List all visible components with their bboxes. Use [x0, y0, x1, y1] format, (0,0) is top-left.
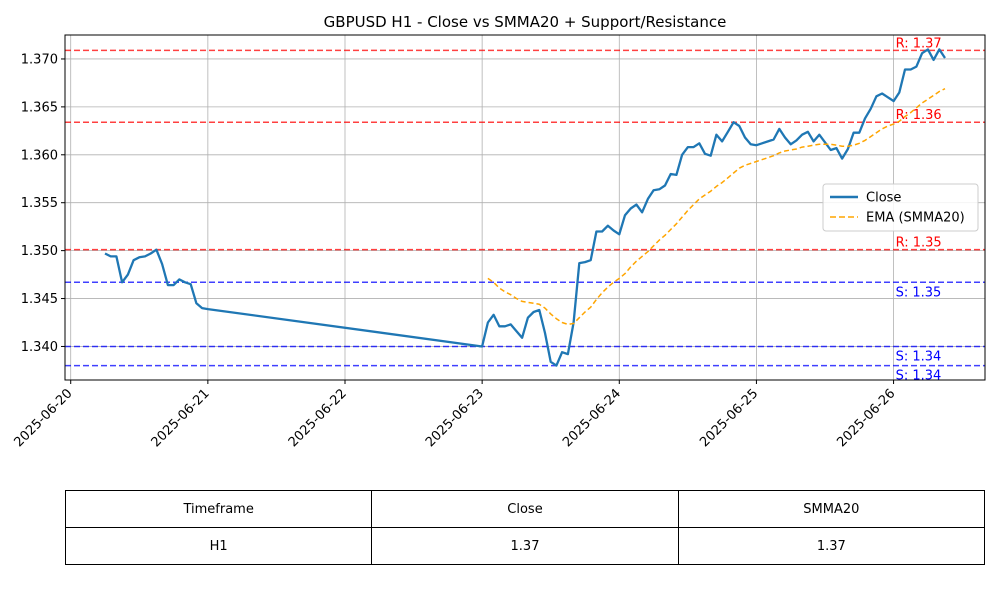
- x-tick-label: 2025-06-20: [12, 386, 76, 450]
- cell-close: 1.37: [371, 527, 679, 565]
- y-tick-label: 1.345: [21, 292, 58, 307]
- plot-frame: [64, 34, 986, 381]
- resistance-label: R: 1.37: [896, 36, 942, 51]
- series-lines: [104, 48, 946, 367]
- y-tick-label: 1.355: [21, 196, 58, 211]
- header-close: Close: [371, 490, 679, 528]
- cell-timeframe: H1: [64, 527, 373, 565]
- support-label: S: 1.34: [896, 349, 942, 364]
- x-tick-label: 2025-06-23: [423, 386, 487, 450]
- table-header-row: Timeframe Close SMMA20: [64, 490, 986, 528]
- x-tick-label: 2025-06-21: [149, 386, 213, 450]
- support-label: S: 1.35: [896, 285, 942, 300]
- legend: Close EMA (SMMA20): [822, 183, 979, 232]
- level-labels: R: 1.37 R: 1.36 R: 1.35 S: 1.35 S: 1.34 S: 1.…: [896, 36, 942, 383]
- y-tick-label: 1.360: [21, 148, 58, 163]
- ema-series-line: [487, 88, 946, 326]
- price-chart: GBPUSD H1 - Close vs SMMA20 + Support/Re…: [12, 13, 986, 450]
- y-tick-label: 1.350: [21, 244, 58, 259]
- chart-title: GBPUSD H1 - Close vs SMMA20 + Support/Re…: [324, 13, 727, 31]
- y-tick-label: 1.340: [21, 340, 58, 355]
- resistance-label: R: 1.36: [896, 108, 942, 123]
- y-tick-label: 1.365: [21, 100, 58, 115]
- resistance-label: R: 1.35: [896, 236, 942, 251]
- grid: [65, 35, 985, 380]
- legend-box: [822, 183, 979, 232]
- header-smma20: SMMA20: [677, 490, 986, 528]
- header-timeframe: Timeframe: [64, 490, 373, 528]
- cell-smma20: 1.37: [677, 527, 986, 565]
- table-row: H1 1.37 1.37: [64, 527, 986, 565]
- summary-table: Timeframe Close SMMA20 H1 1.37 1.37: [64, 490, 986, 565]
- x-tick-label: 2025-06-24: [560, 386, 624, 450]
- y-tick-label: 1.370: [21, 52, 58, 67]
- x-tick-label: 2025-06-25: [697, 386, 761, 450]
- x-tick-label: 2025-06-22: [286, 386, 350, 450]
- close-series-line: [104, 48, 946, 367]
- x-tick-label: 2025-06-26: [834, 386, 898, 450]
- legend-label-ema: EMA (SMMA20): [866, 211, 965, 226]
- support-label: S: 1.34: [896, 369, 942, 384]
- axes: 2025-06-20 2025-06-21 2025-06-22 2025-06-23…: [12, 52, 899, 450]
- support-resistance-levels: [65, 49, 985, 367]
- legend-label-close: Close: [866, 191, 901, 206]
